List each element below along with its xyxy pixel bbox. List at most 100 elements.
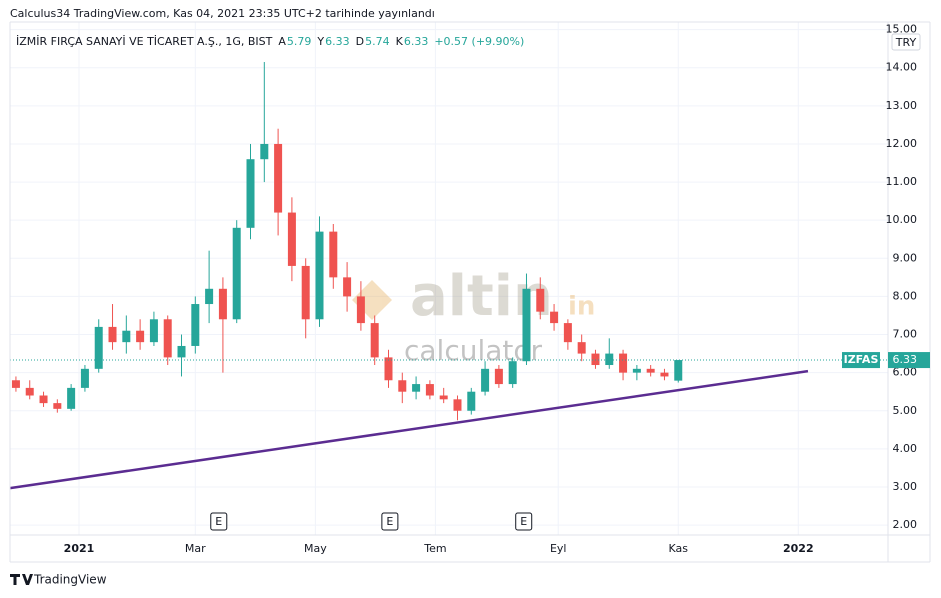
y-tick-label: 4.00 bbox=[893, 442, 918, 455]
candle-body bbox=[80, 368, 89, 388]
candle-body bbox=[301, 265, 310, 320]
event-marker bbox=[515, 512, 533, 531]
change: +0.57 (+9.90%) bbox=[434, 35, 524, 48]
candle-body bbox=[39, 395, 48, 404]
symbol-label: IZFAS bbox=[844, 353, 879, 366]
event-label: E bbox=[386, 515, 393, 528]
last-price-label: 6.33 bbox=[893, 353, 918, 366]
candle-body bbox=[412, 384, 421, 392]
event-marker bbox=[210, 512, 228, 531]
candle-body bbox=[274, 143, 283, 213]
ohlc-value: 6.33 bbox=[404, 35, 429, 48]
candle-body bbox=[577, 342, 586, 354]
x-tick-label: 2021 bbox=[64, 542, 95, 555]
ohlc-label: K bbox=[396, 35, 404, 48]
y-tick-label: 5.00 bbox=[893, 404, 918, 417]
candle-body bbox=[453, 399, 462, 411]
trendline bbox=[9, 369, 809, 490]
y-tick-label: 11.00 bbox=[886, 175, 918, 188]
ohlc-value: 5.79 bbox=[287, 35, 312, 48]
candle-body bbox=[384, 357, 393, 381]
x-tick-label: May bbox=[304, 542, 327, 555]
currency-box bbox=[891, 33, 921, 51]
y-tick-label: 12.00 bbox=[886, 137, 918, 150]
candle-body bbox=[563, 323, 572, 343]
currency: TRY bbox=[895, 36, 917, 49]
y-tick-label: 2.00 bbox=[893, 518, 918, 531]
y-tick-label: 7.00 bbox=[893, 328, 918, 341]
candle-body bbox=[25, 387, 34, 396]
candle-body bbox=[494, 368, 503, 385]
candle-body bbox=[232, 227, 241, 320]
candle-body bbox=[287, 212, 296, 266]
ohlc-value: 6.33 bbox=[325, 35, 350, 48]
x-tick-label: Mar bbox=[185, 542, 206, 555]
y-tick-label: 14.00 bbox=[886, 61, 918, 74]
candle-body bbox=[522, 288, 531, 362]
candle-body bbox=[218, 288, 227, 320]
ohlc-label: D bbox=[356, 35, 364, 48]
candle-body bbox=[136, 330, 145, 343]
candle-body bbox=[550, 311, 559, 324]
candle-body bbox=[94, 326, 103, 369]
grid bbox=[10, 22, 888, 535]
candle-body bbox=[329, 231, 338, 278]
y-tick-label: 6.00 bbox=[893, 366, 918, 379]
candle-body bbox=[191, 304, 200, 346]
ohlc-label: Y bbox=[316, 35, 324, 48]
y-tick-label: 13.00 bbox=[886, 99, 918, 112]
y-tick-label: 15.00 bbox=[886, 23, 918, 36]
candle-body bbox=[632, 368, 641, 373]
event-label: E bbox=[215, 515, 222, 528]
candle-body bbox=[149, 319, 158, 343]
y-tick-label: 8.00 bbox=[893, 289, 918, 302]
event-marker bbox=[381, 512, 399, 531]
candle-body bbox=[356, 296, 365, 324]
footer: TradingView bbox=[33, 573, 107, 587]
published-note: Calculus34 TradingView.com, Kas 04, 2021… bbox=[10, 7, 435, 20]
candle-body bbox=[343, 277, 352, 297]
watermark-suffix: in bbox=[568, 292, 595, 322]
x-tick-label: Kas bbox=[669, 542, 689, 555]
candle-body bbox=[205, 288, 214, 305]
candle-body bbox=[508, 361, 517, 385]
candle-body bbox=[163, 319, 172, 358]
watermark-word: altin bbox=[410, 264, 553, 329]
candle-body bbox=[536, 288, 545, 312]
candle-body bbox=[122, 330, 131, 343]
y-tick-label: 10.00 bbox=[886, 213, 918, 226]
candle-body bbox=[467, 391, 476, 411]
candle-body bbox=[674, 360, 683, 381]
candle-body bbox=[11, 380, 20, 388]
watermark-sub: calculator bbox=[404, 334, 543, 367]
candle-body bbox=[398, 380, 407, 392]
plot bbox=[9, 62, 888, 490]
candle-body bbox=[53, 403, 62, 409]
price-badge bbox=[888, 352, 930, 369]
candle-body bbox=[439, 395, 448, 400]
y-tick-label: 3.00 bbox=[893, 480, 918, 493]
event-label: E bbox=[520, 515, 527, 528]
candle-body bbox=[605, 353, 614, 366]
candle-body bbox=[315, 231, 324, 320]
x-tick-label: Eyl bbox=[550, 542, 567, 555]
candle-body bbox=[108, 326, 117, 343]
chart-title: İZMİR FIRÇA SANAYİ VE TİCARET A.Ş., 1G, … bbox=[16, 35, 273, 48]
candle-body bbox=[246, 159, 255, 228]
candle-body bbox=[260, 143, 269, 160]
candle-body bbox=[370, 323, 379, 358]
candle-body bbox=[67, 387, 76, 409]
candle-body bbox=[591, 353, 600, 366]
candle-body bbox=[619, 353, 628, 373]
footer-logo bbox=[10, 574, 33, 585]
x-tick-label: 2022 bbox=[783, 542, 814, 555]
x-tick-label: Tem bbox=[423, 542, 446, 555]
y-tick-label: 9.00 bbox=[893, 251, 918, 264]
candle-body bbox=[660, 372, 669, 377]
candle-body bbox=[646, 368, 655, 373]
candle-body bbox=[481, 368, 490, 392]
candle-body bbox=[177, 345, 186, 358]
ohlc-value: 5.74 bbox=[365, 35, 390, 48]
